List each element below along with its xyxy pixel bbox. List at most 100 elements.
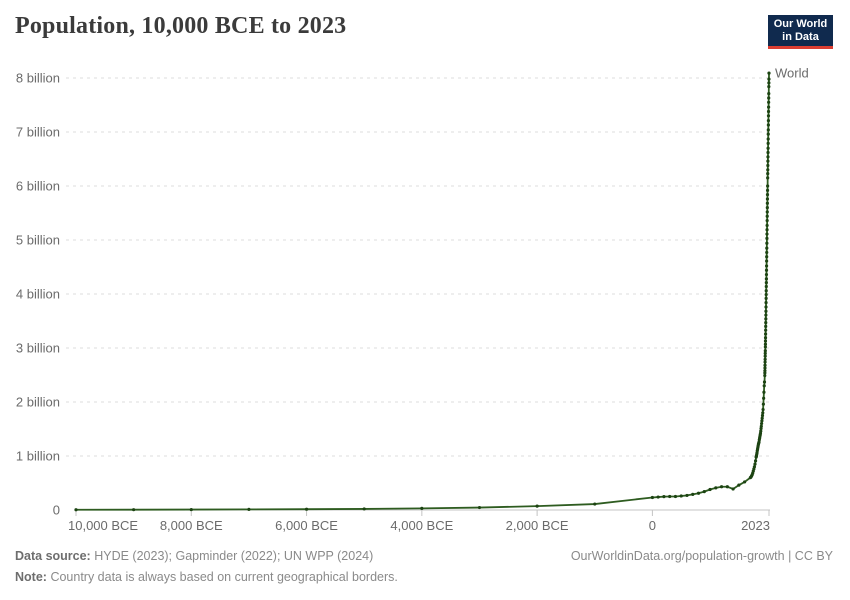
series-point [679, 494, 683, 498]
series-point [765, 188, 770, 192]
series-point [766, 146, 770, 150]
footer-credit: OurWorldinData.org/population-growth | C… [570, 549, 833, 563]
series-point [764, 309, 768, 313]
chart-canvas: 0 1 billion 2 billion 3 billion 4 billion 5 b… [16, 66, 809, 533]
series-point [764, 268, 769, 272]
series-point [702, 490, 706, 494]
footer-note: Note: Country data is always based on cu… [15, 567, 398, 588]
series-point [189, 507, 193, 512]
y-axis-tick-label: 6 billion [16, 179, 60, 194]
series-point [761, 407, 765, 412]
series-point [765, 250, 769, 255]
series-point [691, 492, 695, 496]
y-axis-tick-label: 3 billion [16, 341, 60, 356]
y-axis-tick-label: 7 billion [16, 125, 60, 140]
y-axis-tick-label: 8 billion [16, 71, 60, 86]
series-point [764, 281, 768, 285]
series-point [673, 494, 678, 499]
note-text: Country data is always based on current … [50, 570, 398, 585]
series-point [753, 462, 757, 466]
series-point [764, 313, 768, 317]
x-axis-tick-label: 8,000 BCE [160, 518, 223, 533]
series-point [420, 506, 424, 510]
y-axis-tick-label: 2 billion [16, 395, 60, 410]
y-axis-tick-label: 5 billion [16, 233, 60, 248]
series-point [767, 92, 771, 96]
series-point [764, 321, 768, 325]
series-point [760, 413, 765, 418]
x-axis-tick-label: 2023 [741, 518, 770, 533]
series-point [766, 132, 770, 136]
series-point [593, 502, 597, 506]
series-point [765, 241, 769, 245]
x-axis-tick-label: 4,000 BCE [390, 518, 453, 533]
series-point [767, 81, 771, 85]
series-point [767, 100, 771, 104]
series-point [247, 507, 251, 512]
series-point [765, 218, 769, 223]
x-axis-tick-label: 10,000 BCE [68, 518, 138, 533]
series-point [731, 487, 735, 491]
series-point [760, 416, 764, 420]
series-point [765, 259, 769, 263]
series-point [762, 384, 766, 388]
series-point [753, 459, 758, 463]
series-point [763, 349, 767, 353]
series-point [764, 324, 768, 328]
series-point [764, 292, 768, 297]
series-point [708, 487, 712, 492]
y-axis-tick-label: 0 [53, 503, 60, 518]
series-point [762, 390, 766, 394]
series-point [765, 223, 769, 228]
series-point [763, 363, 767, 367]
footer-notes: Data source: HYDE (2023); Gapminder (202… [15, 546, 398, 589]
series-point [766, 150, 770, 155]
note-label: Note: [15, 570, 47, 585]
series-point [766, 176, 770, 180]
series-point [761, 402, 765, 406]
series-point [767, 71, 771, 75]
series-point [766, 137, 770, 141]
series-point [477, 505, 482, 510]
series-point [725, 485, 729, 489]
series-point [752, 465, 757, 469]
x-axis-tick-label: 6,000 BCE [275, 518, 338, 533]
series-point [132, 508, 136, 512]
series-point [737, 483, 741, 487]
series-point [762, 396, 766, 400]
series-point [765, 255, 769, 259]
series-point [685, 493, 689, 498]
series-point [766, 141, 770, 145]
series-point [764, 332, 768, 336]
series-point [763, 369, 767, 373]
series-point [765, 214, 769, 218]
series-line-world [75, 72, 770, 511]
series-point [668, 494, 672, 499]
series-point [766, 114, 771, 118]
series-point [535, 504, 539, 508]
series-point [766, 155, 770, 159]
series-point [766, 109, 771, 114]
chart-title: Population, 10,000 BCE to 2023 [15, 13, 347, 39]
series-point [763, 351, 767, 355]
series-point [761, 411, 765, 415]
series-point [662, 495, 666, 499]
series-point [764, 289, 768, 293]
series-label-world: World [775, 66, 809, 81]
series-point [766, 168, 770, 172]
series-point [765, 206, 769, 210]
series-point [304, 507, 309, 511]
x-axis-tick-label: 0 [649, 518, 656, 533]
series-point [765, 228, 769, 232]
owid-logo-line2: in Data [782, 30, 819, 43]
series-point [719, 485, 724, 489]
series-point [764, 284, 768, 289]
series-point [764, 296, 768, 300]
series-point [763, 360, 767, 364]
data-source-label: Data source: [15, 549, 91, 563]
series-point [763, 357, 767, 361]
owid-logo[interactable]: Our World in Data [768, 15, 833, 49]
series-point [766, 123, 770, 127]
series-point [763, 373, 767, 378]
data-source-text: HYDE (2023); Gapminder (2022); UN WPP (2… [94, 549, 374, 563]
